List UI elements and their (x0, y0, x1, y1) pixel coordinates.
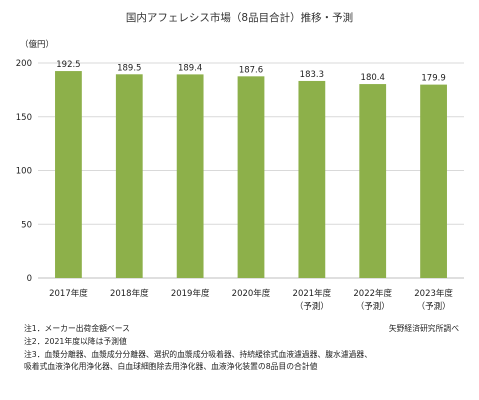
note-1: 注1．メーカー出荷金額ベース (24, 324, 130, 333)
chart-title: 国内アフェレシス市場（8品目合計）推移・予測 (125, 12, 354, 24)
note-4: 吸着式血液浄化用浄化器、白血球細胞除去用浄化器、血液浄化装置の8品目の合計値 (24, 362, 318, 372)
bar (237, 76, 265, 278)
bar (176, 74, 204, 279)
x-tick-label: 2023年度 (414, 288, 453, 299)
data-label: 189.4 (178, 63, 202, 73)
bar (298, 80, 326, 278)
y-tick-label: 150 (16, 113, 32, 123)
note-2: 注2．2021年度以降は予測値 (24, 336, 127, 346)
y-axis-unit-label: （億円） (20, 39, 54, 50)
y-tick-label: 100 (16, 167, 32, 177)
note-3: 注3．血漿分離器、血漿成分分離器、選択的血漿成分吸着器、持続緩徐式血液濾過器、腹… (24, 349, 373, 359)
y-tick-label: 0 (27, 274, 32, 284)
source-label: 矢野経済研究所調べ (388, 324, 459, 333)
data-label: 183.3 (300, 70, 324, 80)
x-tick-label: 2021年度 (293, 288, 332, 299)
x-tick-label: 2018年度 (110, 288, 149, 299)
bar (420, 84, 447, 278)
data-label: 192.5 (56, 60, 80, 70)
x-tick-label: 2017年度 (49, 288, 88, 299)
data-label: 179.9 (421, 74, 445, 84)
y-tick-label: 50 (21, 220, 32, 230)
chart-notes: 注1．メーカー出荷金額ベース 注2．2021年度以降は予測値 注3．血漿分離器、… (24, 323, 372, 374)
y-tick-label: 200 (16, 59, 32, 69)
x-tick-label: （予測） (295, 301, 329, 312)
x-tick-label: 2022年度 (353, 288, 392, 299)
x-tick-label: 2019年度 (171, 288, 210, 299)
data-label: 189.5 (117, 63, 141, 73)
bar (359, 84, 387, 278)
x-tick-label: （予測） (417, 301, 451, 312)
x-tick-label: （予測） (356, 301, 390, 312)
x-tick-label: 2020年度 (232, 288, 271, 299)
data-label: 187.6 (239, 65, 263, 75)
bar (55, 71, 82, 278)
bar (115, 74, 143, 278)
data-label: 180.4 (361, 73, 385, 83)
